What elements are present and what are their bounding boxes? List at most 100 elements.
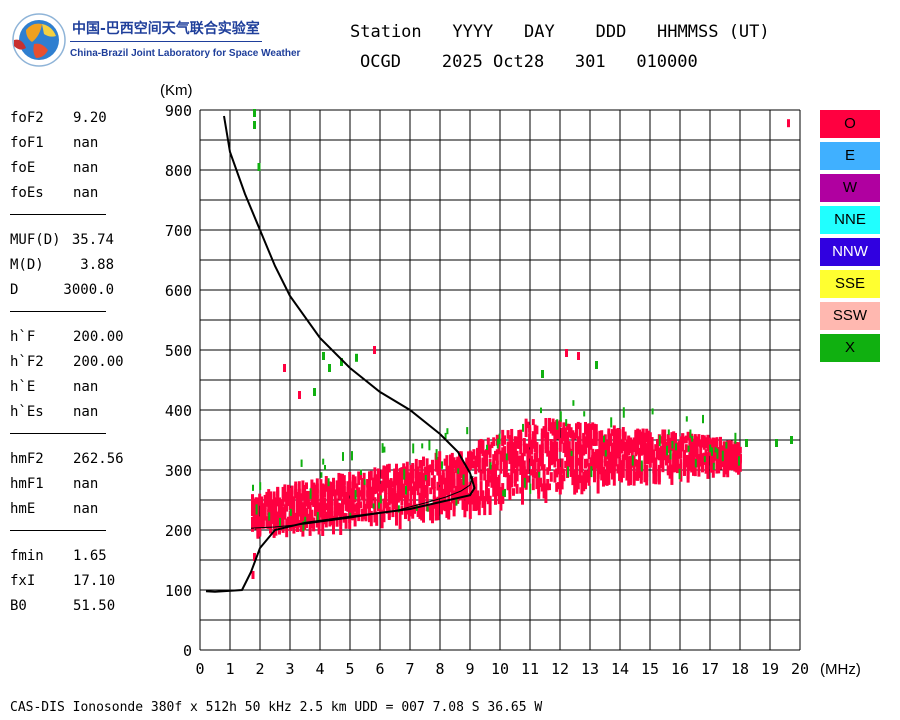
o-echo	[467, 493, 470, 505]
o-echo	[695, 448, 699, 457]
o-echo	[513, 468, 517, 487]
x-tick-label: 14	[611, 660, 629, 678]
o-echo	[431, 504, 434, 524]
o-echo	[549, 422, 553, 434]
o-echo	[287, 516, 290, 526]
y-tick-label: 900	[165, 102, 192, 120]
o-echo	[508, 435, 512, 442]
o-echo	[506, 478, 510, 491]
o-echo	[726, 440, 730, 449]
o-echo	[540, 433, 544, 453]
o-echo	[330, 488, 334, 506]
x-tick-label: 12	[551, 660, 569, 678]
o-echo	[544, 483, 548, 503]
o-echo	[605, 440, 609, 460]
param-group-1: foF2 9.20 foF1 nan foE nan foEs nan	[10, 110, 130, 210]
o-echo	[715, 456, 719, 474]
o-echo	[445, 470, 449, 486]
o-echo	[416, 476, 420, 496]
x-echo	[651, 408, 654, 415]
o-echo	[359, 501, 362, 509]
o-echo	[575, 473, 578, 493]
o-echo	[490, 441, 494, 449]
o-echo	[564, 437, 568, 458]
o-echo	[569, 460, 573, 470]
o-echo	[353, 512, 357, 527]
o-echo	[395, 500, 398, 512]
o-echo	[544, 427, 548, 441]
o-echo	[535, 471, 539, 490]
o-echo	[274, 510, 278, 520]
o-echo	[449, 462, 452, 474]
o-echo	[648, 438, 652, 451]
o-echo	[553, 440, 557, 456]
o-echo	[578, 422, 582, 439]
o-echo	[555, 448, 559, 462]
o-echo	[530, 455, 533, 467]
o-echo	[690, 459, 694, 473]
o-echo	[693, 434, 697, 448]
legend-item-e: E	[820, 142, 880, 170]
param-value: nan	[73, 160, 99, 176]
o-echo	[697, 454, 701, 461]
o-echo	[443, 484, 447, 493]
param-name: hmF2	[10, 451, 44, 467]
o-echo	[724, 457, 728, 475]
o-echo	[481, 440, 485, 452]
param-row: hmF2 262.56	[10, 451, 130, 476]
o-echo	[629, 456, 632, 468]
param-value: 3.88	[80, 257, 114, 273]
o-echo	[474, 496, 478, 511]
isolated-echo	[328, 364, 331, 372]
o-echo	[422, 456, 425, 467]
o-echo	[308, 503, 312, 516]
o-echo	[490, 464, 494, 477]
o-echo	[535, 425, 539, 435]
o-echo	[611, 442, 614, 456]
x-echo	[327, 478, 330, 487]
o-echo	[681, 433, 685, 440]
x-tick-label: 16	[671, 660, 689, 678]
o-echo	[648, 444, 652, 457]
o-echo	[477, 440, 481, 453]
o-echo	[548, 457, 551, 472]
x-echo	[405, 485, 407, 495]
o-echo	[616, 427, 620, 446]
o-echo	[468, 458, 472, 471]
o-echo	[312, 517, 316, 532]
param-row: hmF1 nan	[10, 476, 130, 501]
o-echo	[729, 456, 733, 471]
param-value: nan	[73, 501, 99, 517]
o-echo	[650, 443, 654, 450]
o-echo	[332, 515, 335, 535]
o-echo	[315, 483, 319, 494]
o-echo	[710, 456, 713, 473]
o-echo	[456, 487, 460, 504]
o-echo	[449, 476, 452, 493]
o-echo	[501, 483, 505, 497]
o-echo	[368, 483, 371, 502]
o-echo	[337, 502, 341, 516]
o-echo	[391, 487, 395, 495]
o-echo	[684, 454, 688, 468]
o-echo	[317, 509, 321, 529]
o-echo	[351, 496, 355, 515]
o-echo	[461, 467, 465, 480]
x-echo	[259, 482, 262, 491]
o-echo	[461, 493, 465, 510]
y-tick-label: 400	[165, 402, 192, 420]
o-echo	[600, 453, 604, 468]
x-echo	[302, 521, 305, 532]
o-echo	[620, 466, 623, 483]
o-echo	[715, 437, 719, 451]
o-echo	[483, 461, 487, 481]
o-echo	[490, 471, 494, 488]
o-echo	[578, 471, 582, 484]
o-echo	[434, 463, 438, 472]
y-tick-label: 100	[165, 582, 192, 600]
o-echo	[429, 464, 433, 473]
o-echo	[501, 447, 505, 462]
param-name: h`E	[10, 379, 36, 395]
o-echo	[357, 471, 361, 485]
o-echo	[290, 490, 294, 504]
